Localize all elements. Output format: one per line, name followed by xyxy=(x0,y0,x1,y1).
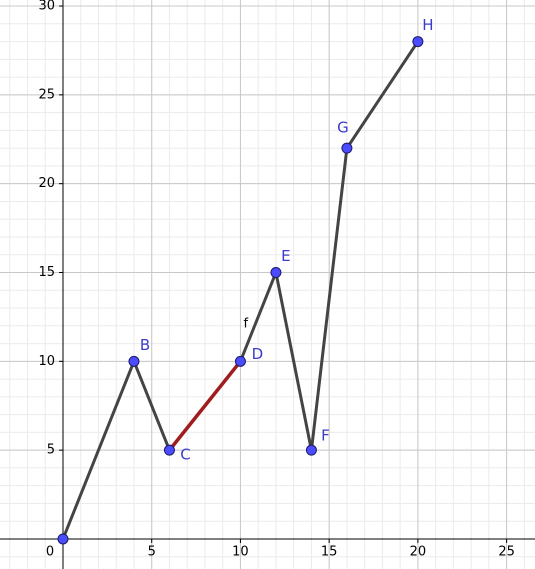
x-tick-label: 10 xyxy=(232,544,249,559)
point xyxy=(234,355,246,367)
point-label: B xyxy=(140,336,150,354)
point-label: E xyxy=(281,247,290,265)
point xyxy=(57,533,69,545)
highlighted-segment xyxy=(168,360,242,452)
point-label: H xyxy=(422,16,433,34)
point-label: C xyxy=(180,446,190,464)
point xyxy=(128,355,140,367)
x-tick-label: 20 xyxy=(410,544,427,559)
point xyxy=(270,267,282,279)
point-label: F xyxy=(321,427,330,445)
point xyxy=(412,36,424,48)
polyline xyxy=(61,40,420,540)
y-tick-label: 30 xyxy=(38,0,55,14)
y-tick-label: 25 xyxy=(38,87,55,102)
x-tick-label: 5 xyxy=(148,544,156,559)
y-tick-label: 5 xyxy=(47,443,55,458)
point-label: D xyxy=(252,345,264,363)
x-tick-label: 15 xyxy=(321,544,338,559)
y-tick-label: 10 xyxy=(38,354,55,369)
y-tick-label: 20 xyxy=(38,176,55,191)
x-tick-label: 25 xyxy=(498,544,515,559)
segment-label: f xyxy=(243,317,248,332)
point xyxy=(341,142,353,154)
point-label: G xyxy=(337,119,349,137)
x-tick-label: 0 xyxy=(46,544,54,559)
y-tick-label: 15 xyxy=(38,265,55,280)
point xyxy=(305,444,317,456)
point xyxy=(163,444,175,456)
